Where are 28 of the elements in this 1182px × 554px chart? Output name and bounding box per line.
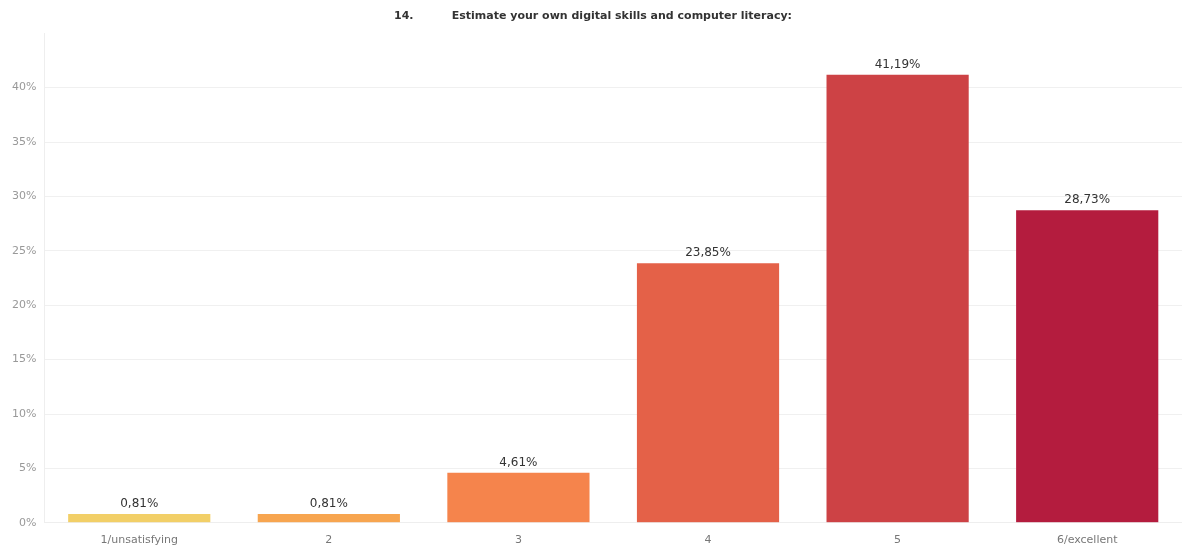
y-tick-label: 15% bbox=[12, 352, 37, 366]
x-tick-label: 3 bbox=[514, 533, 522, 547]
bar bbox=[257, 513, 400, 523]
data-label: 0,81% bbox=[309, 496, 348, 511]
data-label: 23,85% bbox=[685, 245, 731, 260]
y-tick-label: 35% bbox=[12, 134, 37, 148]
y-tick-label: 5% bbox=[19, 461, 37, 475]
y-tick-label: 0% bbox=[19, 515, 37, 529]
y-tick-label: 10% bbox=[12, 406, 37, 420]
data-label: 28,73% bbox=[1064, 192, 1111, 207]
x-tick-label: 5 bbox=[894, 533, 902, 547]
x-tick-label: 6/excellent bbox=[1056, 533, 1119, 547]
bar bbox=[447, 472, 590, 523]
x-tick-label: 4 bbox=[704, 533, 712, 547]
bar bbox=[1016, 210, 1159, 523]
y-tick-label: 40% bbox=[12, 80, 37, 94]
x-tick-label: 1/unsatisfying bbox=[100, 533, 178, 547]
y-tick-label: 20% bbox=[12, 298, 37, 312]
data-label: 41,19% bbox=[874, 56, 921, 71]
data-label: 4,61% bbox=[499, 454, 538, 469]
x-tick-label: 2 bbox=[325, 533, 333, 547]
bar bbox=[826, 74, 969, 523]
y-tick-label: 30% bbox=[12, 189, 37, 203]
y-tick-label: 25% bbox=[12, 243, 37, 257]
data-label: 0,81% bbox=[120, 496, 159, 511]
bar bbox=[68, 513, 211, 523]
chart-title: 14. Estimate your own digital skills and computer literacy: bbox=[394, 9, 792, 23]
bar bbox=[636, 263, 780, 523]
